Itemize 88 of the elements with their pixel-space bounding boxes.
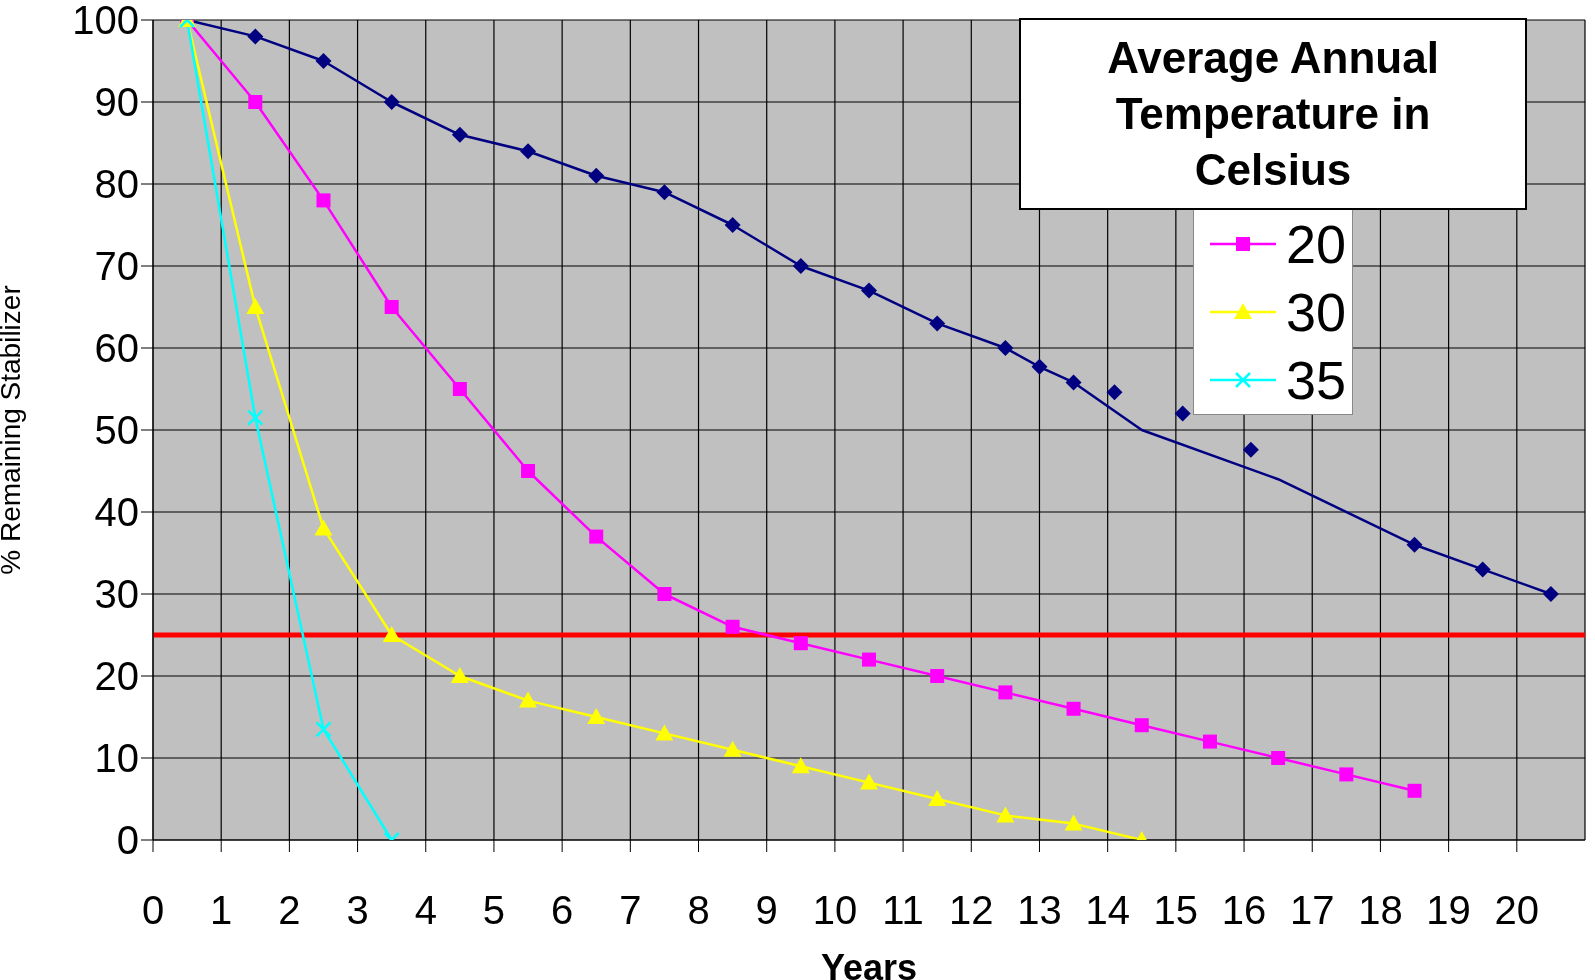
- point: [382, 626, 401, 642]
- x-tick-label: 6: [551, 888, 574, 933]
- point: [247, 28, 264, 45]
- point: [1066, 701, 1081, 716]
- point: [1174, 405, 1191, 422]
- point: [929, 315, 946, 332]
- point: [520, 143, 537, 160]
- point: [315, 53, 332, 69]
- x-tick-label: 5: [482, 888, 506, 933]
- point: [519, 691, 538, 708]
- point: [1064, 814, 1083, 831]
- y-tick-label: 50: [94, 408, 139, 453]
- point: [1271, 751, 1286, 765]
- x-tick-label: 14: [1085, 888, 1130, 933]
- y-tick-label: 60: [94, 326, 139, 371]
- point: [1339, 767, 1354, 782]
- legend-label: 30: [1285, 281, 1347, 344]
- point: [248, 95, 263, 109]
- x-tick-label: 7: [619, 888, 642, 933]
- legend-label: 35: [1285, 349, 1347, 412]
- legend-title-box: Average Annual Temperature in Celsius: [1019, 18, 1527, 210]
- x-tick-label: 10: [812, 888, 858, 933]
- point: [314, 519, 333, 536]
- point: [1474, 561, 1491, 578]
- point: [792, 258, 809, 274]
- point: [589, 529, 604, 544]
- x-axis-title: Years: [820, 947, 918, 980]
- x-tick-label: 12: [949, 888, 994, 933]
- x-tick-label: 8: [687, 888, 710, 933]
- x-tick-label: 20: [1494, 888, 1540, 933]
- x-tick-label: 3: [346, 888, 369, 933]
- point: [246, 298, 265, 314]
- x-tick-label: 17: [1289, 888, 1335, 933]
- point: [1065, 374, 1082, 391]
- point: [860, 773, 878, 790]
- point: [725, 619, 740, 634]
- x-tick-label: 4: [414, 888, 437, 933]
- point: [930, 669, 945, 683]
- x-tick-label: 2: [278, 888, 301, 933]
- y-tick-label: 0: [116, 818, 139, 863]
- point: [655, 724, 674, 741]
- point: [793, 636, 808, 651]
- y-tick-label: 40: [94, 490, 139, 535]
- y-tick-label: 10: [94, 736, 139, 781]
- point: [587, 708, 606, 724]
- point: [862, 652, 876, 667]
- y-tick-label: 20: [94, 654, 139, 699]
- x-tick-label: 16: [1221, 888, 1267, 933]
- x-tick-label: 15: [1153, 888, 1199, 933]
- y-tick-label: 80: [94, 162, 139, 207]
- point: [316, 193, 331, 208]
- point: [657, 587, 672, 601]
- x-tick-label: 13: [1017, 888, 1062, 933]
- point: [521, 464, 536, 478]
- point: [1134, 718, 1149, 733]
- point: [997, 340, 1014, 356]
- point: [1202, 734, 1217, 749]
- x-tick-label: 18: [1358, 888, 1403, 933]
- point: [451, 126, 468, 143]
- point: [723, 740, 742, 757]
- y-tick-label: 30: [94, 572, 139, 617]
- x-tick-label: 9: [755, 888, 778, 933]
- point: [1106, 384, 1123, 401]
- point: [656, 184, 673, 201]
- point: [452, 382, 467, 396]
- point: [1031, 358, 1048, 375]
- y-tick-label: 100: [72, 0, 139, 43]
- point: [996, 806, 1015, 823]
- y-tick-label: 70: [94, 244, 139, 289]
- point: [998, 685, 1013, 700]
- point: [1242, 441, 1259, 458]
- point: [928, 790, 947, 806]
- point: [1406, 536, 1423, 553]
- legend-label: 20: [1285, 213, 1347, 276]
- point: [724, 217, 741, 233]
- point: [588, 167, 605, 184]
- point: [384, 300, 399, 314]
- x-tick-label: 1: [210, 888, 233, 933]
- point: [383, 94, 400, 110]
- x-tick-label: 11: [882, 888, 924, 933]
- x-tick-label: 19: [1426, 888, 1471, 933]
- point: [450, 667, 469, 683]
- y-tick-label: 90: [94, 80, 139, 125]
- point: [791, 757, 810, 774]
- point: [1542, 586, 1559, 602]
- point: [1407, 783, 1422, 798]
- y-axis-title: % Remaining Stabilizer: [0, 285, 26, 575]
- point: [861, 282, 877, 299]
